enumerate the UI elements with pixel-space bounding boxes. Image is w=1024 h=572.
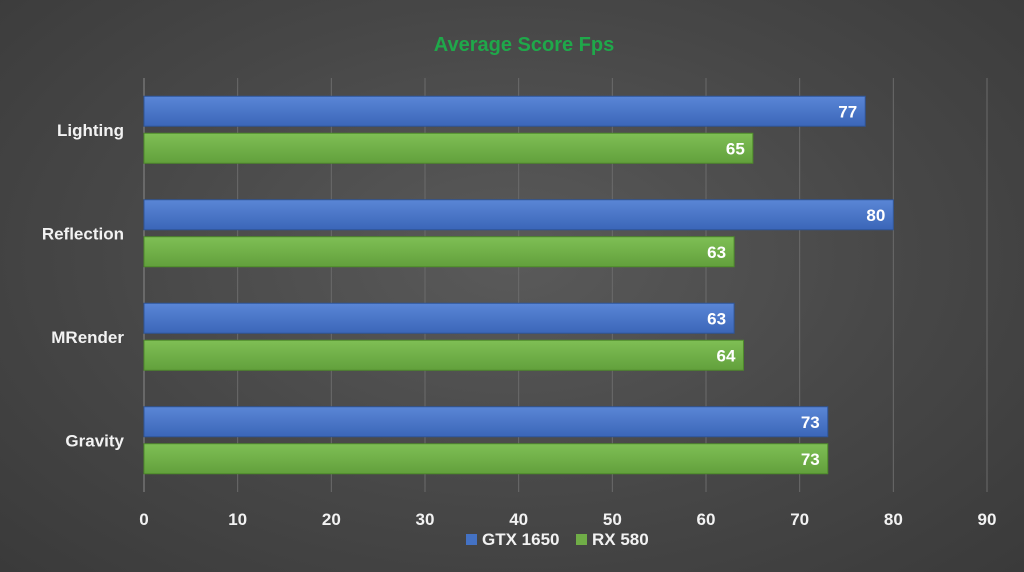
category-label: MRender [51,328,124,347]
bar-gtx-1650 [143,95,866,127]
bar-value-label: 77 [838,102,857,121]
bar-gtx-1650 [143,406,829,438]
x-tick-label: 40 [509,510,528,529]
legend-label: GTX 1650 [482,530,560,549]
x-tick-label: 50 [603,510,622,529]
x-tick-label: 0 [139,510,148,529]
bar-value-label: 65 [726,139,745,158]
x-tick-label: 60 [697,510,716,529]
bar-gtx-1650 [143,199,894,231]
bar-value-label: 63 [707,243,726,262]
x-tick-label: 10 [228,510,247,529]
bar-value-label: 73 [801,413,820,432]
bar-gtx-1650 [143,302,735,334]
chart-title: Average Score Fps [434,34,614,56]
bar-rx-580 [143,339,744,371]
x-tick-label: 70 [790,510,809,529]
bar-rx-580 [143,132,754,164]
bar-value-label: 63 [707,309,726,328]
x-tick-label: 90 [978,510,997,529]
bar-rx-580 [143,236,735,268]
legend-swatch [576,534,587,545]
labels: 0 10 20 30 40 50 60 70 80 90 Lighting 77 65 Reflectio… [42,102,997,529]
bar-value-label: 80 [866,206,885,225]
bar-rx-580 [143,443,829,475]
bars [143,95,894,475]
x-tick-label: 30 [416,510,435,529]
legend-swatch [466,534,477,545]
legend: GTX 1650 RX 580 [466,530,649,549]
category-label: Gravity [65,431,124,450]
category-label: Lighting [57,121,124,140]
bar-value-label: 64 [717,346,736,365]
bar-value-label: 73 [801,450,820,469]
legend-label: RX 580 [592,530,649,549]
category-label: Reflection [42,224,124,243]
x-tick-label: 20 [322,510,341,529]
x-tick-label: 80 [884,510,903,529]
